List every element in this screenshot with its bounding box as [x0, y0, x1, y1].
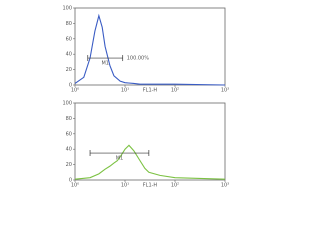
y-tick-label: 100 [62, 6, 72, 12]
marker-label: M1 [116, 156, 124, 162]
y-tick-label: 80 [66, 116, 72, 122]
x-tick-label: 10² [171, 183, 179, 189]
chart: 0 20 40 60 80 100 10⁰ 10¹ 10² 10³ FL1-H M1 100.00% 0 2… [62, 6, 229, 189]
x-tick-label: 10² [171, 88, 179, 94]
y-tick-label: 40 [66, 147, 72, 153]
x-axis-label: FL1-H [143, 183, 158, 189]
y-tick-label: 40 [66, 52, 72, 58]
x-tick-label: 10¹ [121, 88, 129, 94]
marker-annotation: 100.00% [127, 56, 149, 62]
x-axis-label: FL1-H [143, 88, 158, 94]
x-tick-label: 10⁰ [71, 88, 79, 94]
y-tick-label: 100 [62, 101, 72, 107]
y-tick-label: 60 [66, 36, 72, 42]
x-tick-label: 10³ [221, 88, 229, 94]
x-tick-label: 10³ [221, 183, 229, 189]
x-tick-label: 10⁰ [71, 183, 79, 189]
y-tick-label: 60 [66, 131, 72, 137]
y-tick-label: 0 [69, 83, 72, 89]
marker-label: M1 [101, 61, 109, 67]
y-tick-label: 0 [69, 178, 72, 184]
y-tick-label: 80 [66, 21, 72, 27]
x-tick-label: 10¹ [121, 183, 129, 189]
y-tick-label: 20 [66, 67, 72, 73]
histogram-line [74, 13, 226, 86]
y-tick-label: 20 [66, 162, 72, 168]
panel-frame [74, 7, 226, 86]
panel-frame [74, 102, 226, 181]
histogram-line [74, 144, 226, 180]
